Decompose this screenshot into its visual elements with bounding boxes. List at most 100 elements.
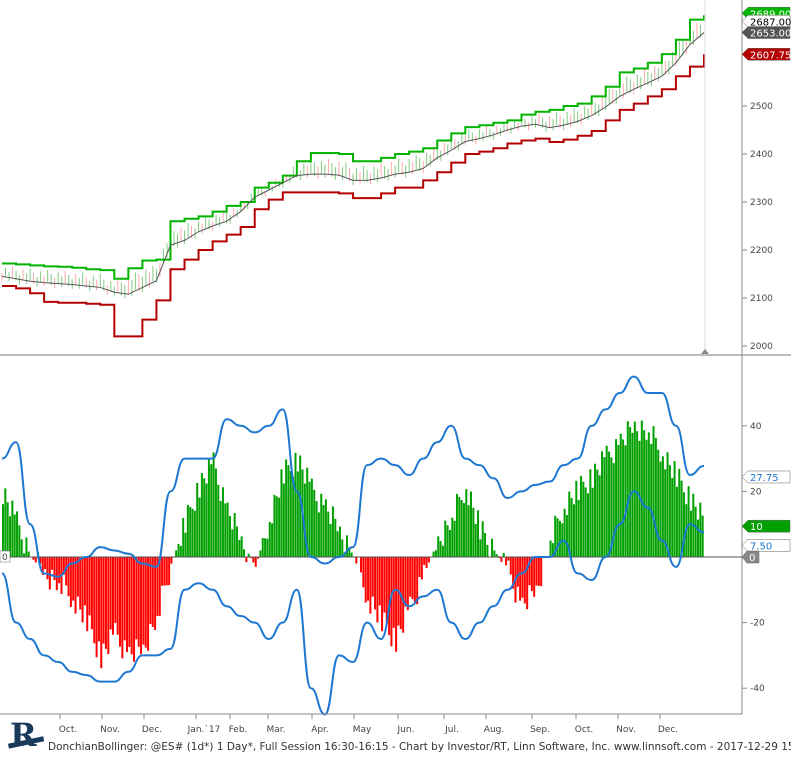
osc-y-tick-label: -20 (750, 619, 765, 629)
histogram-bar (453, 520, 456, 557)
histogram-bar (44, 557, 47, 570)
close-value-tag: 2687.00 (741, 15, 791, 28)
histogram-bar (601, 451, 604, 557)
price-y-tick-label: 2100 (750, 294, 773, 304)
histogram-bar (432, 551, 435, 557)
histogram-bar (537, 557, 540, 586)
histogram-bar (299, 455, 302, 557)
histogram-bar (41, 557, 44, 575)
histogram-bar (420, 557, 423, 580)
x-tick-label: Dec. (658, 725, 678, 735)
histogram-bar (657, 449, 660, 557)
zero-tag-left-box (0, 550, 11, 563)
histogram-bar (409, 557, 412, 597)
histogram-bar (687, 486, 690, 557)
histogram-bar (650, 444, 653, 557)
histogram-bar (93, 557, 96, 644)
histogram-bar (516, 557, 519, 587)
x-tick-label: Oct. (575, 725, 593, 735)
histogram-bar (231, 529, 234, 557)
histogram-bar (381, 557, 384, 632)
histogram-bar (294, 452, 297, 557)
histogram-bar (9, 516, 12, 557)
histogram-bar (116, 557, 119, 635)
histogram-bar (535, 557, 538, 586)
histogram-bar (280, 469, 283, 557)
histogram-bar (675, 486, 678, 557)
histogram-bar (523, 557, 526, 604)
histogram-bar (16, 511, 19, 557)
histogram-bar (62, 557, 65, 575)
price-y-tick-label: 2200 (750, 246, 773, 256)
histogram-value-tag-text: 10 (750, 522, 763, 533)
histogram-bar (261, 537, 264, 557)
osc-y-tick-label: -40 (750, 684, 765, 694)
x-tick-label: Apr. (311, 725, 329, 735)
linn-logo-icon: R (7, 716, 45, 754)
histogram-bar (205, 483, 208, 557)
histogram-bar (266, 538, 269, 557)
histogram-bar (388, 557, 391, 636)
histogram-bar (306, 467, 309, 557)
histogram-value-tag-box (741, 519, 791, 533)
lower-band-value-tag: 7.50 (741, 539, 791, 552)
histogram-bar (437, 536, 440, 557)
x-tick-label: Oct. (59, 725, 77, 735)
histogram-bar (104, 557, 107, 649)
histogram-bar (165, 557, 168, 586)
osc-y-tick-label: 40 (750, 422, 762, 432)
histogram-bar (109, 557, 112, 630)
histogram-bar (88, 557, 91, 616)
lower-band-line (1, 490, 705, 716)
histogram-bar (350, 552, 353, 557)
histogram-bar (95, 557, 98, 658)
histogram-bar (441, 545, 444, 557)
histogram-bar (81, 557, 84, 623)
histogram-bar (479, 539, 482, 557)
histogram-bar (53, 557, 56, 580)
histogram-bar (65, 557, 68, 586)
histogram-bar (51, 557, 54, 570)
histogram-bar (446, 525, 449, 557)
histogram-bar (645, 439, 648, 557)
histogram-bar (224, 503, 227, 557)
histogram-bar (74, 557, 77, 614)
histogram-bar (661, 456, 664, 557)
x-tick-label: Jan.`17 (187, 724, 221, 735)
x-tick-label: Mar. (266, 725, 285, 735)
histogram-bar (605, 445, 608, 557)
histogram-bar (285, 459, 288, 557)
histogram-bar (596, 469, 599, 557)
histogram-bar (151, 557, 154, 627)
histogram-bar (161, 557, 164, 586)
histogram-bar (250, 557, 253, 559)
histogram-bar (565, 515, 568, 557)
histogram-bar (526, 557, 529, 610)
zero-tag-right: 0 (741, 550, 760, 564)
histogram-bar (416, 557, 419, 605)
histogram-bar (76, 557, 79, 597)
x-tick-label: Jul. (444, 725, 459, 735)
histogram-bar (236, 526, 238, 557)
histogram-bar (168, 557, 171, 586)
histogram-bar (608, 451, 611, 557)
histogram-bar (228, 516, 231, 557)
histogram-bar (392, 557, 395, 628)
histogram-bar (598, 475, 601, 557)
histogram-bar (149, 557, 152, 624)
histogram-bar (6, 502, 9, 557)
histogram-bar (575, 480, 578, 557)
upper-band-value-tag: 27.75 (741, 470, 791, 484)
histogram-bar (273, 494, 276, 557)
histogram-bar (327, 511, 330, 557)
histogram-bar (369, 557, 372, 614)
histogram-bar (331, 506, 334, 557)
histogram-bar (320, 493, 323, 557)
current-bar-arrow-icon (701, 349, 709, 354)
histogram-bar (425, 557, 428, 568)
histogram-bar (434, 550, 437, 557)
histogram-bar (210, 464, 213, 557)
histogram-bar (268, 521, 271, 557)
histogram-bar (126, 557, 129, 653)
histogram-bar (184, 532, 187, 557)
